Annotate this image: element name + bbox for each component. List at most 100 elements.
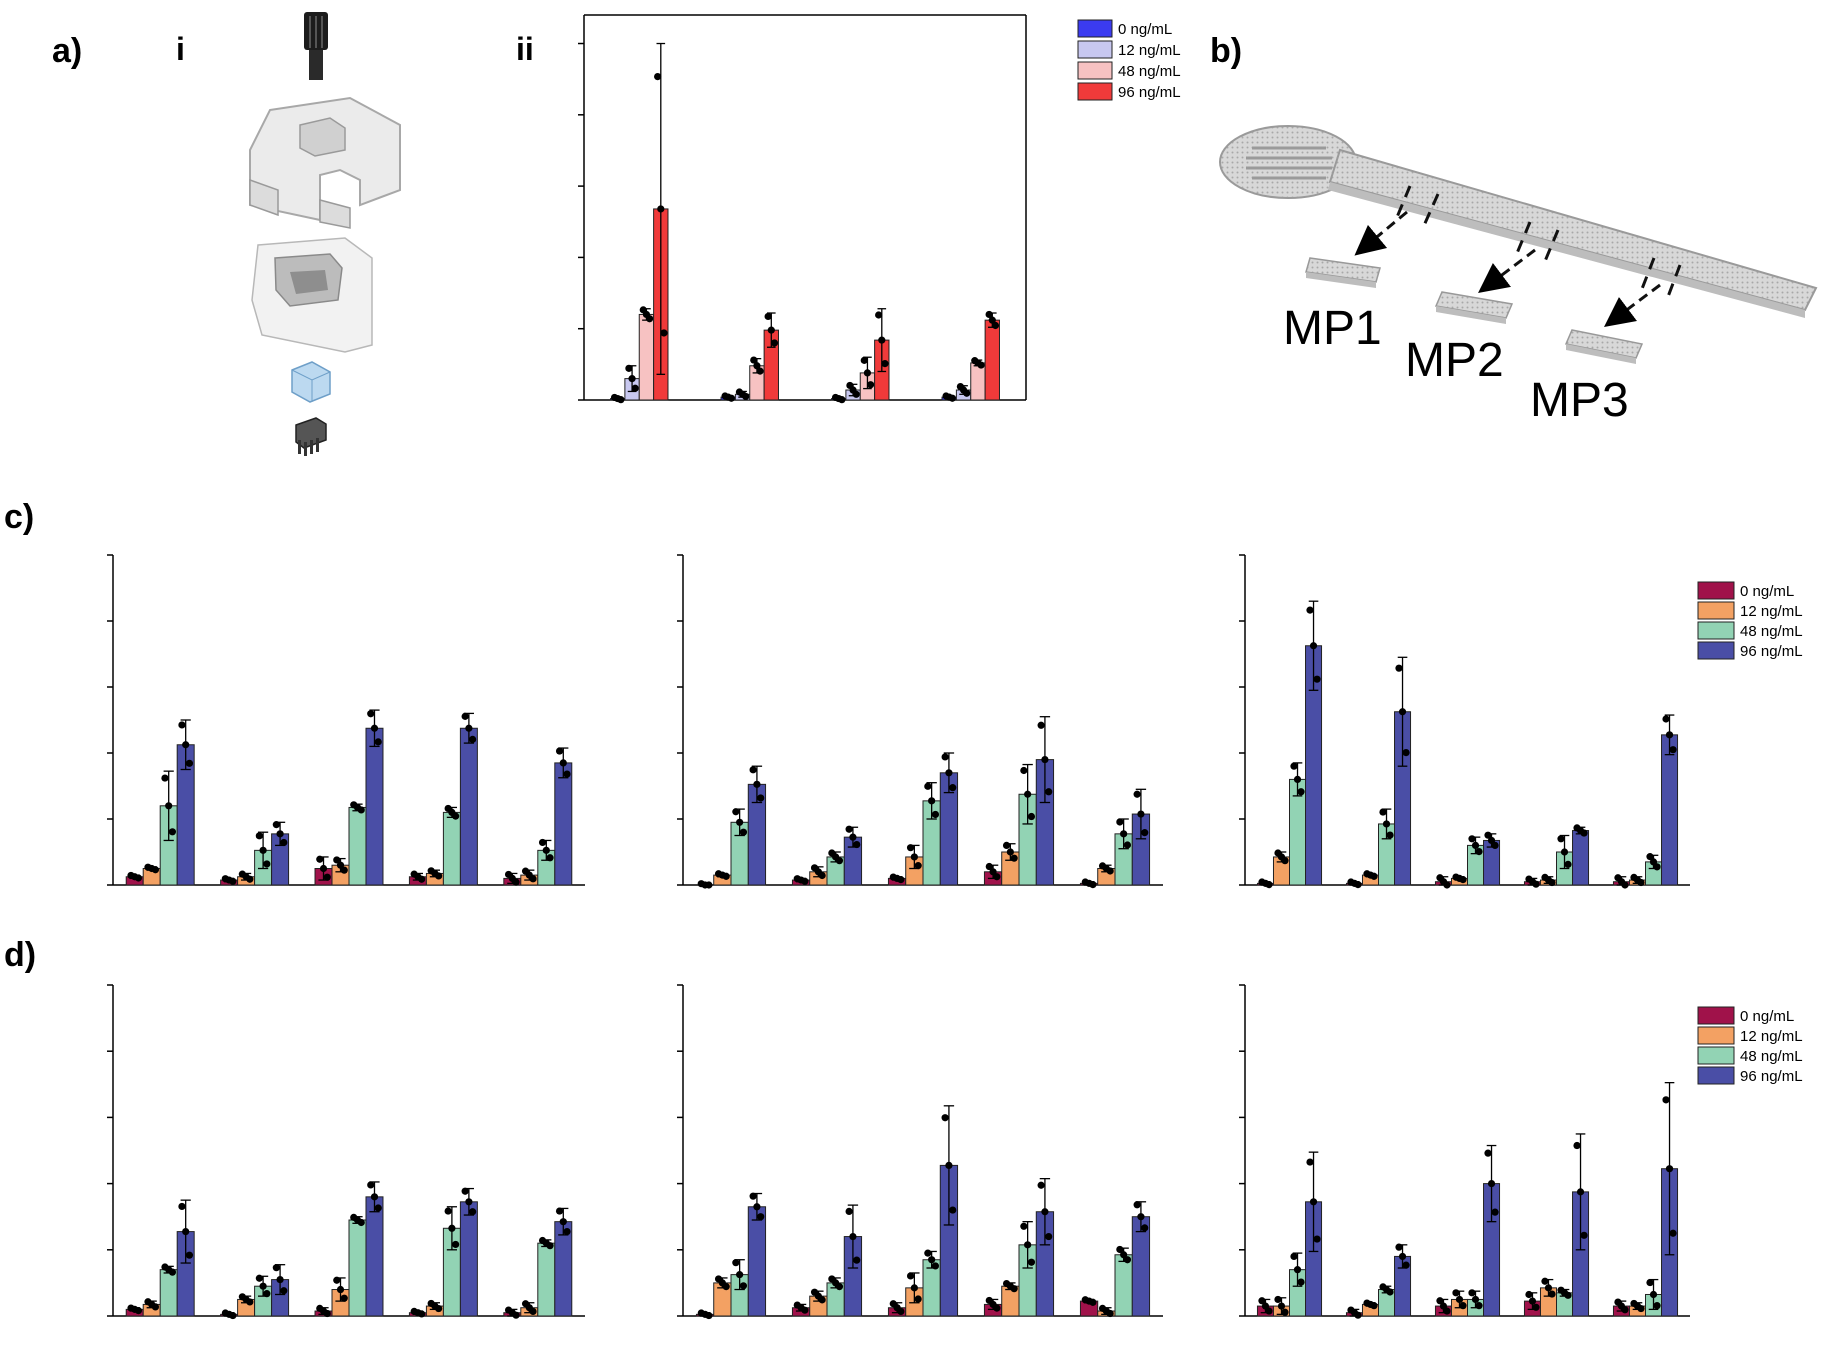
data-point [732, 808, 740, 816]
data-point [1027, 1258, 1036, 1266]
data-point [418, 1310, 426, 1318]
data-point [452, 1240, 460, 1249]
data-point [161, 774, 169, 782]
data-point [1665, 1165, 1674, 1173]
data-point [538, 838, 547, 847]
legend-top-swatch-2 [1077, 61, 1113, 80]
data-point [1309, 642, 1318, 650]
data-point [1281, 857, 1289, 865]
bar-96-ng-ml [365, 727, 384, 886]
data-point [1665, 731, 1674, 739]
bar-96-ng-ml [459, 1201, 478, 1317]
data-point [1045, 1232, 1053, 1241]
data-point [845, 825, 853, 833]
panel-label-d: d) [4, 936, 36, 974]
data-point [1133, 1201, 1141, 1209]
data-point [1669, 1229, 1677, 1237]
data-point [1370, 872, 1378, 880]
data-point [1261, 1302, 1270, 1310]
data-point [259, 846, 267, 854]
data-point [949, 1206, 957, 1214]
legend-synthetic: 0 ng/mL 12 ng/mL 48 ng/mL 96 ng/mL [1697, 1006, 1803, 1085]
data-point [736, 818, 744, 826]
chart-synthetic-24h [1239, 984, 1690, 1319]
panel-label-ii: ii [516, 31, 534, 67]
data-point [1010, 1285, 1018, 1293]
data-point [749, 1192, 757, 1200]
data-point [1560, 848, 1569, 856]
data-point [849, 1232, 857, 1241]
data-point [801, 1306, 809, 1314]
data-point [1265, 1307, 1273, 1315]
data-point [1106, 867, 1114, 875]
data-point [229, 877, 237, 885]
data-point [875, 311, 883, 319]
data-point [1141, 829, 1149, 837]
data-point [1137, 1213, 1145, 1221]
data-point [631, 384, 639, 392]
data-point [1024, 790, 1032, 798]
data-point [134, 874, 143, 882]
data-point [945, 769, 953, 777]
data-point [853, 840, 861, 849]
data-point [1116, 818, 1124, 826]
panel-label-i: i [176, 31, 185, 67]
chart-synthetic-45min [677, 984, 1163, 1320]
data-point [1484, 831, 1492, 839]
data-point [1020, 1222, 1028, 1230]
data-point [991, 321, 1000, 330]
data-point [1475, 847, 1483, 856]
data-point [727, 394, 735, 402]
data-point [1370, 1302, 1378, 1310]
data-point [542, 846, 550, 854]
chart-synthetic-15min [107, 984, 585, 1320]
data-point [749, 766, 757, 774]
data-point [165, 802, 173, 810]
data-point [1532, 880, 1540, 888]
data-point [1662, 1096, 1670, 1104]
data-point [1306, 1158, 1314, 1166]
bar-48-ng-ml [348, 1219, 367, 1317]
data-point [1471, 841, 1480, 850]
data-point [1637, 1304, 1645, 1313]
data-point [323, 873, 331, 881]
data-point [168, 828, 177, 836]
bar-48-ng-ml [348, 806, 367, 886]
data-point [316, 855, 324, 863]
data-point [272, 1264, 280, 1272]
data-point [625, 364, 633, 372]
data-point [255, 1274, 263, 1282]
mp2-label: MP2 [1405, 334, 1504, 387]
bar-96-ng-ml [365, 1196, 384, 1317]
data-point [1637, 878, 1645, 887]
data-point [914, 862, 922, 870]
bar-96-ng-ml [459, 727, 478, 886]
data-point [835, 1283, 844, 1291]
data-point [1106, 1309, 1114, 1318]
legend-top-label-1: 12 ng/mL [1118, 42, 1181, 59]
cut-line-5 [1638, 257, 1656, 295]
data-point [461, 712, 469, 720]
data-point [1646, 1278, 1654, 1287]
data-point [374, 738, 382, 746]
data-point [1564, 860, 1572, 868]
data-point [753, 780, 761, 788]
data-point [246, 1298, 254, 1306]
data-point [1133, 790, 1141, 798]
data-point [628, 375, 636, 383]
data-point [1452, 1289, 1460, 1297]
data-point [1662, 715, 1670, 723]
mp1-piece [1305, 257, 1381, 288]
data-point [654, 73, 662, 81]
data-point [512, 1311, 520, 1319]
data-point [1528, 1297, 1537, 1305]
data-point [1669, 746, 1677, 754]
mp1-label: MP1 [1283, 302, 1382, 355]
data-point [852, 390, 860, 398]
data-point [370, 724, 379, 732]
data-point [906, 1272, 915, 1280]
data-point [739, 828, 748, 836]
data-point [336, 1285, 345, 1294]
data-point [753, 1203, 761, 1211]
data-point [1649, 1290, 1658, 1299]
